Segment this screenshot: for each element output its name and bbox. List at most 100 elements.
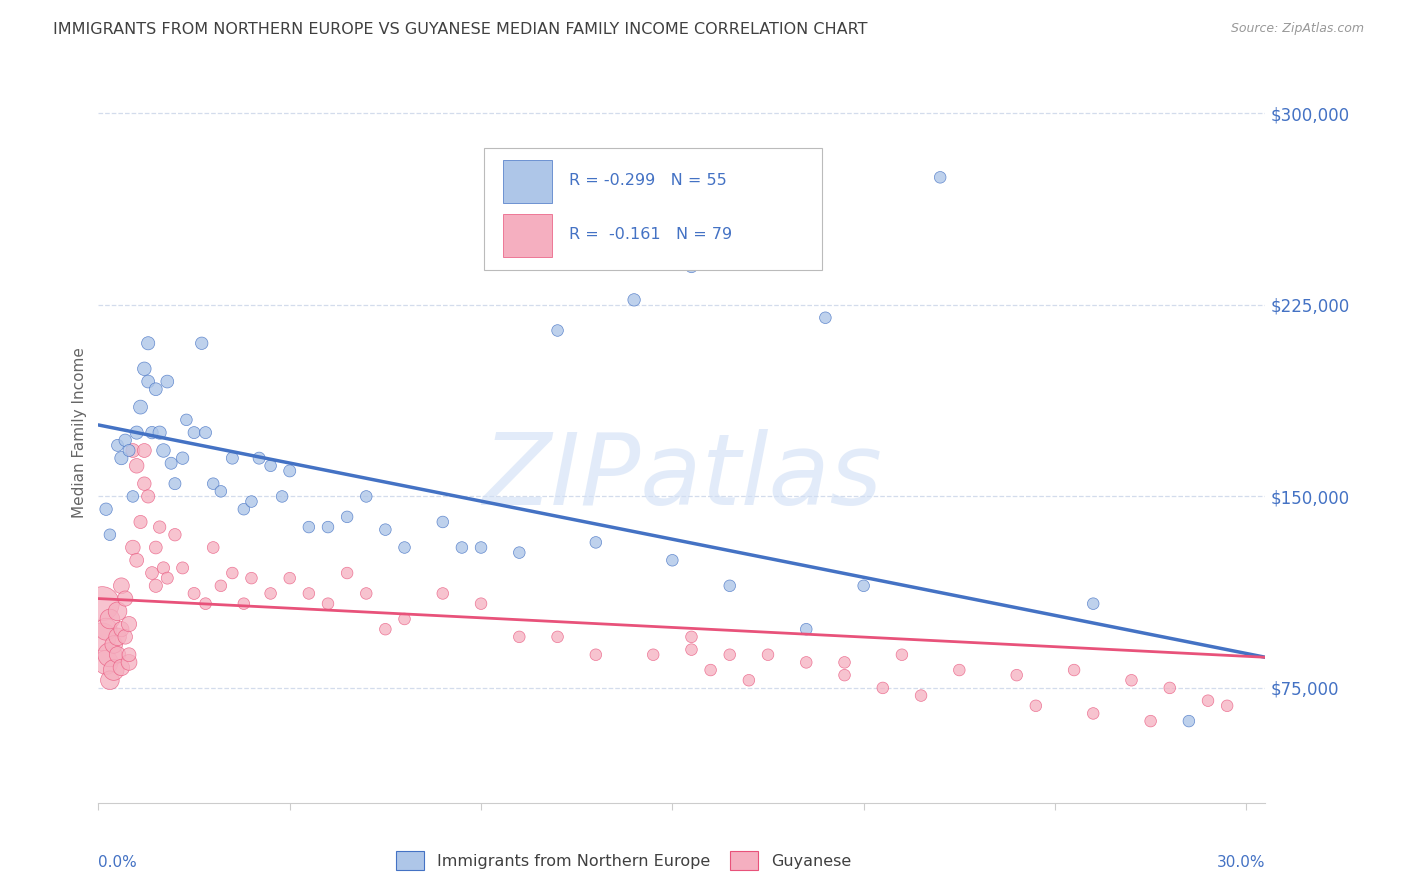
Point [643, 648, 665, 662]
Point [129, 400, 152, 414]
Point [145, 579, 167, 593]
Text: Source: ZipAtlas.com: Source: ZipAtlas.com [1230, 22, 1364, 36]
Point [209, 484, 232, 499]
Point [156, 571, 179, 585]
Point [141, 566, 163, 580]
Point [163, 476, 186, 491]
Point [149, 425, 172, 440]
Point [145, 382, 167, 396]
Point [298, 586, 321, 600]
Point [149, 520, 172, 534]
Point [152, 443, 174, 458]
Point [1083, 706, 1105, 721]
Point [718, 579, 741, 593]
Legend: Immigrants from Northern Europe, Guyanese: Immigrants from Northern Europe, Guyanes… [389, 845, 858, 876]
Point [114, 630, 136, 644]
Point [136, 375, 159, 389]
Point [1216, 698, 1239, 713]
Point [1121, 673, 1143, 688]
Point [756, 648, 779, 662]
Point [202, 541, 225, 555]
Point [107, 438, 129, 452]
Text: R = -0.299   N = 55: R = -0.299 N = 55 [568, 173, 727, 188]
Point [114, 591, 136, 606]
Point [623, 293, 645, 307]
Point [794, 622, 817, 636]
Point [136, 336, 159, 351]
Point [134, 476, 156, 491]
Point [98, 527, 121, 541]
Point [451, 541, 474, 555]
Point [134, 361, 156, 376]
Point [110, 622, 132, 636]
Point [394, 612, 416, 626]
Point [232, 597, 254, 611]
Point [98, 612, 121, 626]
Point [852, 579, 875, 593]
FancyBboxPatch shape [503, 214, 553, 257]
Point [134, 443, 156, 458]
Point [794, 656, 817, 670]
Point [107, 630, 129, 644]
Point [681, 642, 703, 657]
Point [508, 630, 530, 644]
Point [336, 509, 359, 524]
FancyBboxPatch shape [503, 161, 553, 203]
Point [221, 451, 243, 466]
Point [470, 541, 492, 555]
FancyBboxPatch shape [484, 147, 823, 269]
Point [316, 597, 339, 611]
Point [1139, 714, 1161, 728]
Point [834, 656, 856, 670]
Text: IMMIGRANTS FROM NORTHERN EUROPE VS GUYANESE MEDIAN FAMILY INCOME CORRELATION CHA: IMMIGRANTS FROM NORTHERN EUROPE VS GUYAN… [53, 22, 868, 37]
Point [508, 546, 530, 560]
Point [209, 579, 232, 593]
Point [194, 425, 217, 440]
Point [834, 668, 856, 682]
Point [432, 586, 454, 600]
Point [872, 681, 894, 695]
Point [125, 458, 148, 473]
Point [152, 561, 174, 575]
Point [585, 648, 607, 662]
Point [98, 648, 121, 662]
Point [547, 630, 569, 644]
Point [585, 535, 607, 549]
Point [183, 425, 205, 440]
Point [738, 673, 761, 688]
Point [374, 622, 396, 636]
Point [160, 456, 183, 470]
Point [890, 648, 912, 662]
Point [547, 324, 569, 338]
Point [336, 566, 359, 580]
Point [103, 663, 125, 677]
Point [1197, 694, 1219, 708]
Point [94, 502, 117, 516]
Point [98, 673, 121, 688]
Point [1005, 668, 1028, 682]
Y-axis label: Median Family Income: Median Family Income [72, 347, 87, 518]
Text: 30.0%: 30.0% [1218, 855, 1265, 870]
Point [278, 571, 301, 585]
Point [110, 660, 132, 674]
Point [1159, 681, 1181, 695]
Point [107, 604, 129, 618]
Point [141, 425, 163, 440]
Text: ZIPatlas: ZIPatlas [482, 428, 882, 525]
Text: 0.0%: 0.0% [98, 855, 138, 870]
Point [1025, 698, 1047, 713]
Point [1063, 663, 1085, 677]
Point [910, 689, 932, 703]
Point [110, 451, 132, 466]
Point [221, 566, 243, 580]
Point [172, 451, 194, 466]
Point [107, 648, 129, 662]
Point [316, 520, 339, 534]
Point [91, 597, 114, 611]
Point [125, 425, 148, 440]
Point [176, 413, 198, 427]
Point [129, 515, 152, 529]
Point [718, 648, 741, 662]
Point [240, 494, 263, 508]
Point [354, 586, 377, 600]
